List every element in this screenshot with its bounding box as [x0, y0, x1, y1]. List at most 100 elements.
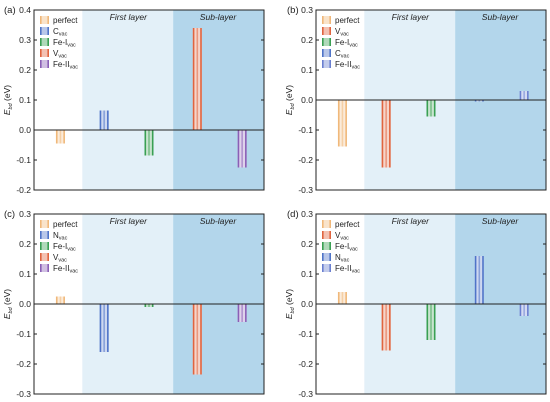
- y-tick-label: -0.2: [298, 359, 313, 369]
- legend-entry: Fe-Ivac: [53, 242, 76, 253]
- legend-entry: Nvac: [53, 231, 68, 242]
- y-tick-label: -0.2: [298, 155, 313, 165]
- legend-swatch: [322, 49, 331, 57]
- y-tick-label: 0.0: [301, 299, 313, 309]
- legend-swatch-edge: [329, 60, 331, 68]
- legend-entry: Fe-Ivac: [335, 242, 358, 253]
- legend-swatch-edge: [47, 220, 49, 228]
- bar-center-line: [196, 28, 199, 130]
- bar-edge-right: [345, 292, 347, 304]
- panel-label: (b): [287, 5, 299, 16]
- legend-swatch: [40, 16, 49, 24]
- legend-swatch: [322, 16, 331, 24]
- bar-edge-left: [474, 100, 477, 102]
- y-tick-label: 0.4: [19, 5, 31, 15]
- legend-swatch-edge: [322, 264, 324, 272]
- bar-edge-right: [245, 130, 247, 168]
- legend-swatch: [40, 253, 49, 261]
- y-axis-label: Ebd (eV): [2, 85, 14, 115]
- legend-entry: Fe-IIvac: [335, 60, 360, 71]
- legend-entry: perfect: [335, 220, 360, 229]
- legend-swatch-edge: [329, 38, 331, 46]
- bar-1: [337, 292, 347, 304]
- bar-4: [474, 100, 484, 102]
- legend-swatch-edge: [329, 231, 331, 239]
- first-layer-label: First layer: [110, 12, 148, 22]
- sub-layer-label: Sub-layer: [200, 216, 238, 226]
- sub-layer-region: [173, 10, 264, 190]
- bar-1: [55, 296, 65, 304]
- legend-swatch-edge: [40, 60, 42, 68]
- legend-swatch-edge: [47, 49, 49, 57]
- bar-center-line: [523, 304, 525, 316]
- legend-swatch-edge: [47, 38, 49, 46]
- legend-swatch: [322, 253, 331, 261]
- legend-swatch-edge: [47, 231, 49, 239]
- legend-swatch: [322, 38, 331, 46]
- legend-swatch: [40, 27, 49, 35]
- y-tick-label: 0.2: [301, 35, 313, 45]
- legend-swatch-edge: [322, 253, 324, 261]
- first-layer-label: First layer: [110, 216, 148, 226]
- y-tick-label: 0.1: [301, 65, 313, 75]
- y-tick-label: -0.1: [298, 125, 313, 135]
- bar-center-line: [523, 91, 525, 100]
- chart-panel: First layer Sub-layer -0.3 -0.2 -0.1 0.0 0.1 0.…: [2, 209, 265, 399]
- legend-swatch: [322, 220, 331, 228]
- legend-swatch-edge: [40, 231, 42, 239]
- legend-swatch-edge: [322, 27, 324, 35]
- legend-swatch-edge: [47, 242, 49, 250]
- legend-swatch-edge: [322, 220, 324, 228]
- legend-swatch-edge: [329, 264, 331, 272]
- legend-swatch-edge: [40, 253, 42, 261]
- legend-swatch-edge: [47, 253, 49, 261]
- legend-swatch-edge: [47, 60, 49, 68]
- y-tick-label: 0.2: [301, 239, 313, 249]
- y-axis-label: Ebd (eV): [284, 85, 296, 115]
- legend-swatch: [322, 231, 331, 239]
- legend-swatch: [40, 38, 49, 46]
- y-tick-label: -0.1: [16, 155, 31, 165]
- legend-swatch-edge: [322, 49, 324, 57]
- legend-swatch-edge: [329, 253, 331, 261]
- panel-label: (a): [4, 5, 16, 16]
- legend-swatch-edge: [322, 16, 324, 24]
- y-tick-label: 0.2: [19, 65, 31, 75]
- legend-swatch-edge: [40, 242, 42, 250]
- bar-center-line: [341, 100, 344, 147]
- y-tick-label: -0.1: [298, 329, 313, 339]
- y-tick-label: 0.2: [19, 239, 31, 249]
- bar-edge-left: [99, 110, 102, 130]
- bar-center-line: [196, 304, 199, 375]
- bar-edge-right: [482, 100, 484, 102]
- bar-edge-left: [99, 304, 102, 352]
- bar-center-line: [478, 256, 481, 304]
- legend-swatch-edge: [40, 264, 42, 272]
- y-tick-label: 0.3: [19, 35, 31, 45]
- y-tick-label: 0.0: [19, 125, 31, 135]
- legend-swatch: [40, 49, 49, 57]
- bar-edge-left: [55, 296, 58, 304]
- legend-entry: perfect: [335, 16, 360, 25]
- y-axis-label: Ebd (eV): [2, 289, 14, 319]
- bar-edge-left: [337, 100, 340, 147]
- legend-swatch-edge: [47, 264, 49, 272]
- bar-edge-left: [55, 130, 58, 144]
- bar-edge-right: [151, 304, 154, 307]
- y-tick-label: 0.3: [19, 209, 31, 219]
- bar-center-line: [478, 100, 481, 102]
- bar-4: [192, 28, 202, 130]
- bar-3: [426, 304, 436, 340]
- bar-edge-left: [426, 100, 429, 117]
- legend-swatch: [322, 60, 331, 68]
- bar-edge-right: [151, 130, 154, 156]
- bar-4: [474, 256, 484, 304]
- bar-edge-right: [63, 130, 65, 144]
- first-layer-region: [82, 10, 174, 190]
- bar-edge-right: [63, 296, 65, 304]
